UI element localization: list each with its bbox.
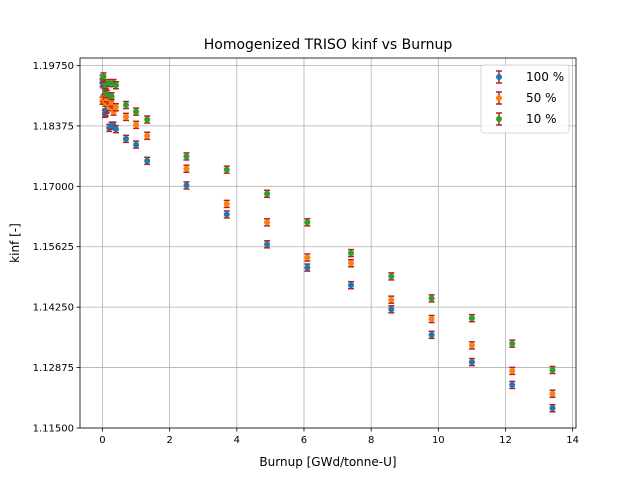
data-point bbox=[106, 80, 113, 87]
data-point bbox=[428, 331, 435, 338]
data-point bbox=[133, 141, 140, 148]
data-point bbox=[223, 166, 230, 173]
data-point bbox=[100, 73, 107, 80]
chart-title: Homogenized TRISO kinf vs Burnup bbox=[204, 37, 453, 53]
legend-box bbox=[480, 64, 570, 134]
x-tick-label: 6 bbox=[301, 435, 307, 446]
data-point bbox=[123, 113, 130, 120]
data-point bbox=[468, 315, 475, 322]
data-point bbox=[123, 135, 130, 142]
data-point bbox=[123, 102, 130, 109]
data-point bbox=[388, 273, 395, 280]
data-point bbox=[264, 190, 271, 197]
data-point bbox=[183, 153, 190, 160]
data-point bbox=[304, 264, 311, 271]
data-point bbox=[264, 241, 271, 248]
data-point bbox=[144, 132, 151, 139]
data-point bbox=[304, 254, 311, 261]
y-tick-label: 1.19750 bbox=[33, 61, 74, 72]
y-tick-label: 1.11500 bbox=[33, 424, 74, 435]
data-point bbox=[428, 316, 435, 323]
legend-label: 10 % bbox=[526, 112, 557, 126]
data-point bbox=[112, 82, 119, 89]
x-tick-label: 8 bbox=[368, 435, 374, 446]
data-point bbox=[108, 99, 115, 106]
y-axis-label: kinf [-] bbox=[8, 223, 22, 263]
data-point bbox=[133, 108, 140, 115]
data-point bbox=[144, 157, 151, 164]
x-tick-label: 0 bbox=[99, 435, 105, 446]
data-point bbox=[549, 366, 556, 373]
series-group bbox=[99, 72, 556, 375]
x-tick-label: 2 bbox=[166, 435, 172, 446]
axis-ticks: 0 2 4 6 8 10 12 14 1.11500 1.12875 1.14250 1.15625 1… bbox=[33, 61, 579, 446]
x-tick-label: 14 bbox=[566, 435, 579, 446]
data-point bbox=[348, 282, 355, 289]
legend-marker bbox=[496, 74, 502, 80]
data-point bbox=[112, 104, 119, 111]
y-tick-label: 1.17000 bbox=[33, 182, 74, 193]
data-point bbox=[549, 405, 556, 412]
data-point bbox=[468, 359, 475, 366]
data-point bbox=[388, 306, 395, 313]
y-tick-label: 1.15625 bbox=[33, 242, 74, 253]
data-point bbox=[348, 260, 355, 267]
data-point bbox=[509, 367, 516, 374]
data-point bbox=[549, 390, 556, 397]
data-point bbox=[112, 126, 119, 133]
data-point bbox=[183, 182, 190, 189]
legend: 100 % 50 % 10 % bbox=[480, 64, 570, 134]
data-points bbox=[99, 72, 556, 413]
data-point bbox=[223, 211, 230, 218]
y-tick-label: 1.12875 bbox=[33, 363, 74, 374]
data-point bbox=[428, 295, 435, 302]
series-group bbox=[99, 94, 556, 398]
data-point bbox=[509, 381, 516, 388]
data-point bbox=[133, 121, 140, 128]
data-point bbox=[304, 219, 311, 226]
data-point bbox=[509, 340, 516, 347]
x-tick-label: 4 bbox=[234, 435, 240, 446]
data-point bbox=[223, 200, 230, 207]
legend-label: 50 % bbox=[526, 91, 557, 105]
plot-frame bbox=[79, 57, 577, 429]
legend-marker bbox=[496, 116, 502, 122]
legend-marker bbox=[496, 95, 502, 101]
data-point bbox=[264, 219, 271, 226]
data-point bbox=[348, 250, 355, 257]
data-point bbox=[183, 165, 190, 172]
legend-label: 100 % bbox=[526, 70, 564, 84]
y-tick-label: 1.14250 bbox=[33, 303, 74, 314]
data-point bbox=[144, 116, 151, 123]
x-axis-label: Burnup [GWd/tonne-U] bbox=[259, 455, 396, 469]
data-point bbox=[108, 93, 115, 100]
data-point bbox=[103, 91, 110, 98]
data-point bbox=[388, 296, 395, 303]
data-point bbox=[468, 342, 475, 349]
x-tick-label: 12 bbox=[499, 435, 512, 446]
x-tick-label: 10 bbox=[432, 435, 445, 446]
y-tick-label: 1.18375 bbox=[33, 121, 74, 132]
